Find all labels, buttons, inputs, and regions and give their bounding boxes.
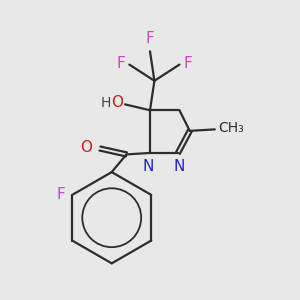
Text: O: O	[81, 140, 93, 154]
Text: N: N	[174, 159, 185, 174]
Text: F: F	[116, 56, 125, 70]
Text: F: F	[56, 188, 65, 202]
Text: CH₃: CH₃	[218, 121, 244, 135]
Text: N: N	[143, 159, 154, 174]
Text: H: H	[100, 96, 111, 110]
Text: O: O	[112, 95, 124, 110]
Text: F: F	[184, 56, 193, 70]
Text: F: F	[146, 31, 154, 46]
